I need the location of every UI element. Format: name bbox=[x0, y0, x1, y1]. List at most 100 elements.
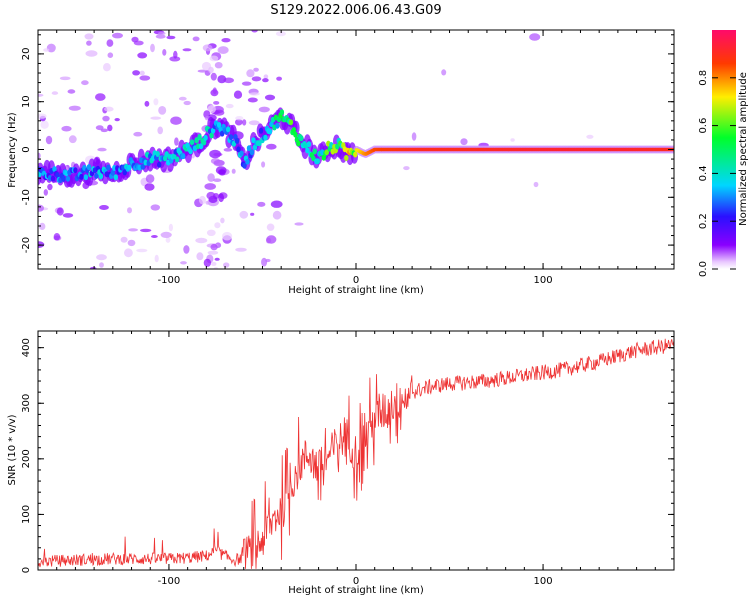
heatmap-noise-cell bbox=[207, 250, 219, 255]
heatmap-noise-cell bbox=[127, 239, 136, 247]
heatmap-noise-cell bbox=[157, 126, 163, 135]
heatmap-ridge-cell bbox=[55, 172, 60, 179]
heatmap-noise-cell bbox=[225, 103, 234, 109]
heatmap-ridge-cell bbox=[225, 126, 231, 133]
heatmap-noise-cell bbox=[261, 257, 268, 267]
heatmap-noise-cell bbox=[209, 55, 219, 62]
y-tick-label: 100 bbox=[21, 505, 32, 524]
heatmap-noise-cell bbox=[253, 67, 259, 72]
heatmap-noise-cell bbox=[150, 116, 162, 120]
heatmap-noise-cell bbox=[68, 135, 77, 144]
heatmap-ridge-cell bbox=[79, 173, 84, 180]
heatmap-noise-cell bbox=[211, 261, 217, 266]
heatmap-noise-cell bbox=[162, 49, 167, 56]
heatmap-noise-cell bbox=[214, 257, 220, 261]
heatmap-noise-cell bbox=[160, 231, 172, 238]
heatmap-noise-cell bbox=[196, 252, 204, 261]
heatmap-ridge-cell bbox=[245, 158, 250, 165]
y-tick-label: 0 bbox=[21, 567, 32, 573]
heatmap-noise-cell bbox=[168, 223, 173, 232]
heatmap-noise-cell bbox=[174, 137, 179, 146]
colorbar-label: Normalized spectral amplitude bbox=[738, 72, 749, 226]
heatmap-noise-cell bbox=[133, 40, 144, 46]
heatmap-noise-cell bbox=[62, 213, 74, 218]
heatmap-noise-cell bbox=[183, 100, 191, 106]
colorbar-ticks: 0.0 0.2 0.4 0.6 0.8 bbox=[698, 70, 736, 277]
heatmap-ridge-cell bbox=[52, 166, 57, 173]
heatmap-noise-cell bbox=[249, 92, 260, 96]
y-tick-label: -10 bbox=[21, 189, 32, 205]
heatmap-noise-cell bbox=[213, 159, 225, 166]
heatmap-noise-cell bbox=[214, 61, 223, 69]
heatmap-noise-cell bbox=[183, 245, 190, 254]
heatmap-noise-cell bbox=[104, 106, 114, 112]
heatmap-noise-cell bbox=[217, 46, 229, 54]
heatmap-noise-cell bbox=[165, 237, 171, 243]
heatmap-noise-cell bbox=[59, 76, 71, 81]
y-tick-label: 200 bbox=[21, 449, 32, 468]
heatmap-noise-cell bbox=[235, 118, 243, 126]
snr-series-line bbox=[38, 338, 674, 569]
heatmap-noise-cell bbox=[170, 116, 182, 125]
figure-title: S129.2022.006.06.43.G09 bbox=[270, 3, 441, 18]
heatmap-noise-cell bbox=[441, 69, 447, 76]
heatmap-noise-cell bbox=[264, 94, 276, 101]
heatmap-ridge-cell bbox=[65, 175, 71, 182]
heatmap-ridge-cell bbox=[113, 174, 119, 181]
heatmap-ridge-cell bbox=[263, 134, 268, 141]
heatmap-noise-cell bbox=[210, 243, 218, 251]
colorbar-tick-label: 0.6 bbox=[698, 118, 709, 134]
colorbar-tick-label: 0.2 bbox=[698, 213, 709, 229]
heatmap-noise-cell bbox=[53, 233, 61, 241]
heatmap-noise-cell bbox=[213, 178, 222, 182]
heatmap-noise-cell bbox=[120, 236, 128, 243]
heatmap-noise-cell bbox=[192, 36, 200, 42]
heatmap-noise-cell bbox=[239, 210, 249, 219]
heatmap-noise-cell bbox=[139, 70, 145, 76]
heatmap-noise-cell bbox=[178, 96, 187, 101]
heatmap-noise-cell bbox=[158, 31, 166, 36]
heatmap-noise-cell bbox=[39, 222, 46, 230]
heatmap-ridge-cell bbox=[110, 169, 116, 176]
heatmap-noise-cell bbox=[241, 81, 252, 86]
heatmap-noise-cell bbox=[266, 237, 272, 244]
heatmap-ridge-cell bbox=[201, 139, 207, 146]
heatmap-ridge-cell bbox=[249, 149, 255, 156]
heatmap-noise-cell bbox=[56, 207, 64, 216]
heatmap-noise-cell bbox=[150, 43, 155, 53]
heatmap-ridge-cell bbox=[228, 134, 234, 141]
heatmap-ridge-cell bbox=[216, 122, 222, 128]
heatmap-noise-cell bbox=[95, 125, 104, 131]
heatmap-noise-cell bbox=[140, 228, 152, 233]
heatmap-ridge-cell bbox=[344, 155, 349, 161]
heatmap-noise-cell bbox=[257, 201, 266, 207]
heatmap-ridge-cell bbox=[61, 175, 66, 182]
heatmap-noise-cell bbox=[99, 205, 109, 210]
heatmap-noise-cell bbox=[67, 89, 76, 94]
heatmap-noise-cell bbox=[213, 101, 220, 105]
heatmap-noise-cell bbox=[107, 52, 114, 58]
heatmap-noise-cell bbox=[51, 91, 59, 95]
heatmap-noise-cell bbox=[40, 120, 49, 129]
heatmap-noise-cell bbox=[270, 200, 283, 208]
heatmap-noise-cell bbox=[103, 62, 111, 72]
heatmap-noise-cell bbox=[246, 69, 255, 78]
y-tick-label: 20 bbox=[21, 48, 32, 61]
heatmap-ridge-cell bbox=[203, 134, 208, 141]
heatmap-noise-cell bbox=[276, 76, 282, 81]
heatmap-noise-cell bbox=[403, 166, 410, 171]
heatmap-ridge-cell bbox=[122, 169, 128, 176]
heatmap-noise-cell bbox=[45, 135, 53, 145]
x-tick-label: 100 bbox=[534, 576, 553, 587]
heatmap-noise-cell bbox=[261, 161, 266, 168]
heatmap-ridge-cell bbox=[324, 149, 329, 156]
heatmap-noise-cell bbox=[218, 193, 225, 203]
heatmap-noise-cell bbox=[47, 183, 53, 191]
snr-panel: -100 0 100 0 100 200 300 400 Height of straight… bbox=[7, 330, 675, 596]
heatmap-ridge-cell bbox=[83, 174, 89, 181]
heatmap-noise-cell bbox=[266, 143, 277, 150]
heatmap-noise-cell bbox=[460, 138, 468, 146]
heatmap-noise-cell bbox=[262, 78, 269, 83]
